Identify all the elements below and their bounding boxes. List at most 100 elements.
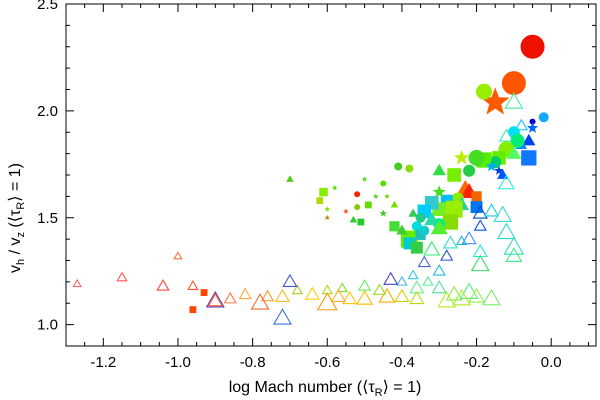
data-point-square (319, 187, 328, 197)
data-point-triangle (356, 289, 374, 305)
data-point-star (494, 165, 504, 175)
plot-frame (65, 3, 597, 347)
data-point-triangle (272, 308, 292, 325)
data-point-triangle (430, 219, 448, 235)
x-tick-label: -0.8 (240, 354, 266, 371)
data-point-triangle (378, 287, 396, 303)
data-point-square (521, 150, 537, 166)
axis-ticks (65, 3, 596, 347)
data-point-star (485, 160, 498, 172)
data-point-circle (419, 225, 430, 236)
data-point-circle (510, 133, 525, 148)
data-point-circle (468, 149, 485, 166)
data-point-square (440, 194, 453, 207)
data-point-triangle (396, 224, 408, 235)
data-point-circle (476, 83, 493, 100)
data-point-triangle (440, 249, 454, 261)
data-point-square (364, 201, 372, 209)
x-tick-label: -1.0 (165, 354, 191, 371)
data-point-triangle (514, 118, 529, 131)
data-point-triangle (173, 251, 183, 260)
data-point-triangle (461, 231, 477, 245)
data-point-triangle (470, 254, 490, 272)
data-point-star (343, 208, 349, 214)
data-point-square (316, 197, 324, 205)
x-tick-label: 0.0 (541, 354, 562, 371)
data-point-star (372, 193, 379, 199)
data-point-triangle (468, 287, 486, 303)
data-point-triangle (330, 288, 347, 302)
y-axis-label: vh / vz (⟨τR⟩ = 1) (7, 163, 27, 273)
data-point-triangle (522, 133, 536, 146)
data-point-triangle (424, 211, 440, 226)
data-point-square (189, 306, 197, 314)
data-point-triangle (250, 293, 270, 310)
data-point-star (324, 214, 331, 221)
data-point-square (200, 289, 208, 296)
data-point-star (361, 176, 368, 182)
data-point-triangle (504, 92, 524, 109)
data-point-square (442, 214, 459, 230)
data-point-circle (520, 34, 545, 59)
data-point-square (471, 191, 482, 202)
data-point-triangle (498, 128, 515, 142)
data-point-triangle (156, 279, 170, 291)
data-points (72, 34, 549, 325)
data-point-star (480, 87, 510, 115)
data-point-triangle (238, 287, 252, 300)
data-point-triangle (72, 278, 82, 288)
data-point-triangle (390, 200, 399, 208)
data-point-triangle (407, 269, 419, 280)
plot-border (65, 3, 597, 347)
data-point-triangle (116, 271, 128, 282)
data-point-circle (538, 112, 549, 123)
data-point-triangle (431, 280, 447, 294)
data-point-triangle (497, 174, 515, 190)
data-point-triangle (437, 291, 457, 308)
data-point-circle (354, 204, 361, 211)
data-point-triangle (349, 215, 358, 223)
data-point-square (403, 237, 416, 250)
data-point-square (415, 229, 426, 240)
data-point-triangle (336, 282, 348, 293)
data-point-triangle (445, 285, 463, 301)
y-tick-label: 1.5 (37, 210, 58, 227)
data-point-star (432, 185, 446, 198)
data-point-triangle (342, 290, 358, 305)
data-point-square (357, 218, 365, 226)
data-point-triangle (396, 275, 408, 286)
data-point-triangle (286, 175, 294, 182)
x-tick-label: -0.4 (389, 354, 415, 371)
data-point-triangle (422, 275, 434, 286)
tick-labels: -1.2 -1.0 -0.8 -0.6 -0.4 -0.2 0.0 1.0 1.5 2.0 2.5 (37, 0, 562, 371)
data-point-circle (415, 212, 426, 223)
data-point-triangle (459, 282, 479, 299)
x-tick-label: -0.2 (464, 354, 490, 371)
data-point-star (526, 121, 539, 133)
data-point-circle (501, 71, 526, 96)
data-point-triangle (483, 203, 500, 217)
data-point-triangle (205, 291, 225, 308)
data-point-triangle (394, 288, 410, 302)
data-point-triangle (481, 288, 501, 306)
data-point-square (447, 168, 461, 182)
data-point-square (410, 241, 423, 254)
data-point-triangle (505, 247, 523, 262)
data-point-triangle (452, 288, 472, 306)
data-point-star (331, 184, 338, 191)
data-point-triangle (304, 286, 320, 300)
data-point-triangle (408, 208, 418, 217)
y-tick-label: 2.0 (37, 103, 58, 120)
data-point-triangle (432, 264, 446, 276)
data-point-circle (529, 118, 536, 125)
data-point-triangle (503, 236, 525, 255)
data-point-triangle (291, 284, 304, 295)
data-point-triangle (357, 279, 372, 291)
data-point-square (389, 221, 400, 232)
data-point-square (445, 200, 463, 218)
data-point-triangle (274, 288, 291, 302)
data-point-triangle (187, 280, 199, 290)
data-point-triangle (207, 293, 223, 307)
data-point-triangle (442, 235, 459, 249)
